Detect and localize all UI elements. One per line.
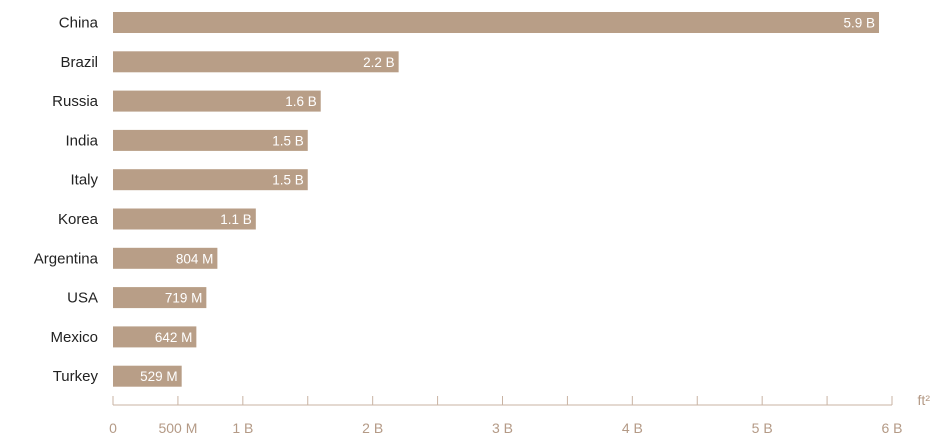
category-label: Mexico [50, 329, 98, 346]
x-tick-label: 0 [109, 420, 117, 435]
value-label: 5.9 B [843, 16, 875, 31]
value-label: 1.6 B [285, 94, 317, 109]
category-label: Russia [52, 93, 99, 110]
x-tick-label: 5 B [752, 420, 773, 435]
x-tick-label: 6 B [881, 420, 902, 435]
bar [113, 208, 256, 230]
x-unit-label: ft² [918, 392, 931, 408]
category-label: Italy [70, 172, 98, 189]
bar [113, 287, 207, 309]
bar [113, 169, 308, 191]
x-tick-label: 4 B [622, 420, 643, 435]
bar [113, 12, 880, 33]
value-label: 529 M [140, 369, 178, 384]
bar [113, 90, 321, 112]
value-label: 1.1 B [220, 212, 252, 227]
x-tick-label: 3 B [492, 420, 513, 435]
category-label: Argentina [34, 250, 99, 267]
x-tick-label: 500 M [158, 420, 197, 435]
value-label: 1.5 B [272, 133, 304, 148]
value-label: 719 M [165, 291, 203, 306]
bar [113, 365, 182, 387]
value-label: 2.2 B [363, 55, 395, 70]
category-label: India [65, 132, 98, 149]
x-tick-label: 1 B [232, 420, 253, 435]
category-label: Turkey [53, 368, 99, 385]
x-axis: 0 500 M 1 B 2 B 3 B 4 B 5 B 6 B ft² [109, 392, 930, 435]
x-tick-label: 2 B [362, 420, 383, 435]
bar [113, 247, 218, 269]
category-label: USA [67, 290, 98, 307]
value-label: 1.5 B [272, 173, 304, 188]
bar [113, 129, 308, 151]
bar [113, 51, 399, 73]
bars-layer: China 5.9 B Brazil 2.2 B Russia 1.6 B India 1.5… [34, 12, 880, 387]
category-label: Korea [58, 211, 99, 228]
category-label: China [59, 15, 99, 32]
category-label: Brazil [60, 54, 98, 71]
value-label: 642 M [155, 330, 193, 345]
value-label: 804 M [176, 251, 214, 266]
bar [113, 326, 197, 348]
